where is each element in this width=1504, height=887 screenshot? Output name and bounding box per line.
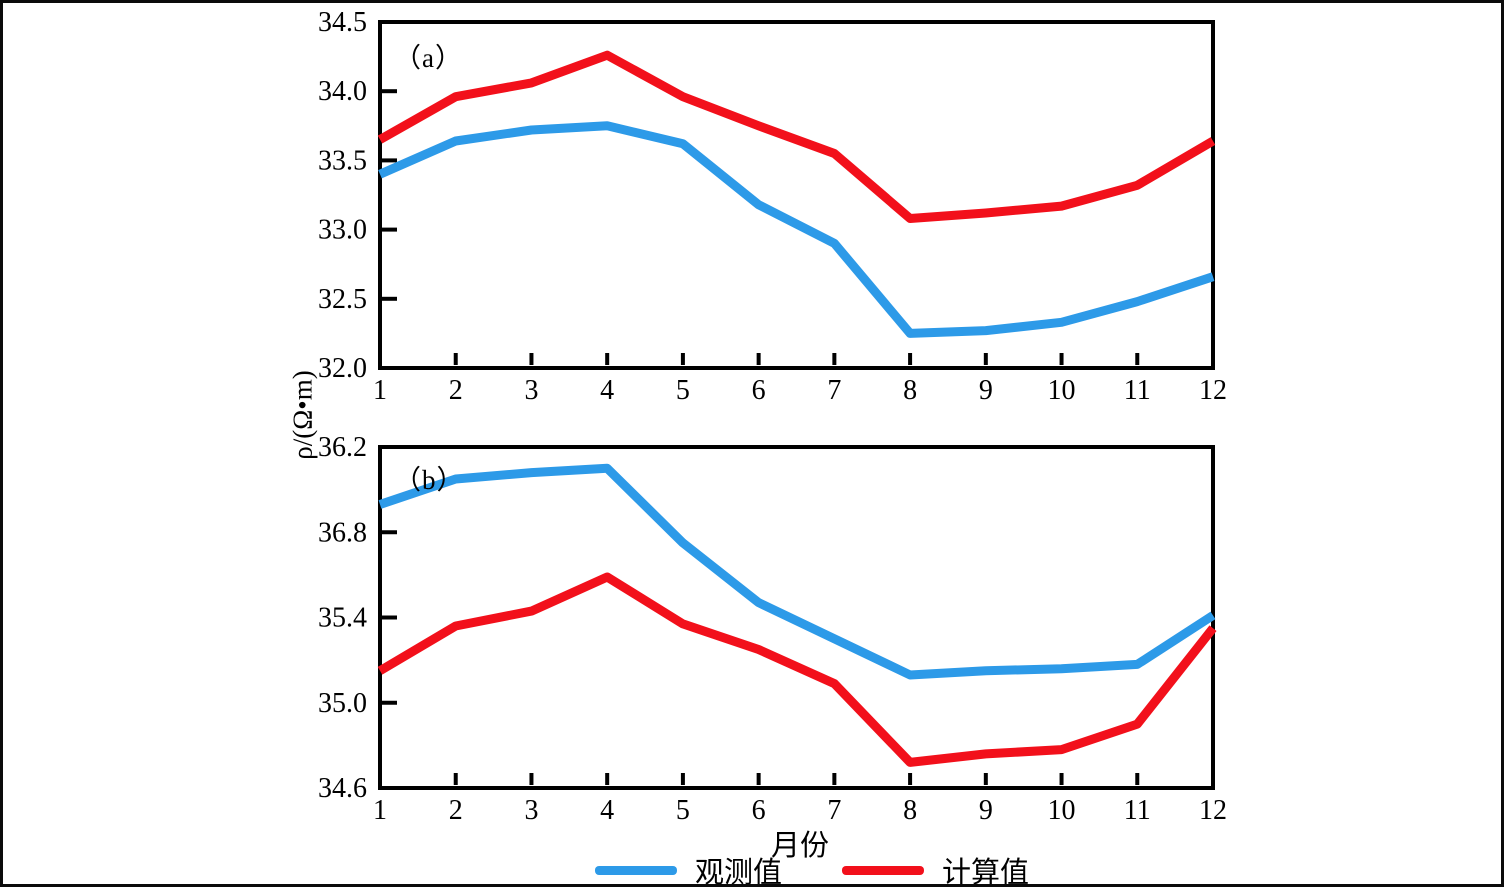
panel-a-x-tick-label: 5 <box>676 375 690 406</box>
panel-b-y-tick-label: 36.2 <box>318 432 367 463</box>
panel-b-x-tick-label: 11 <box>1124 795 1151 826</box>
panel-a-y-tick-label: 32.5 <box>318 284 367 315</box>
panel-b-x-tick-label: 5 <box>676 795 690 826</box>
panel-a-x-tick-label: 10 <box>1048 375 1076 406</box>
legend: 观测值 计算值 <box>594 849 1030 887</box>
observed-line-swatch <box>594 865 677 875</box>
panel-a-y-tick-label: 33.5 <box>318 145 367 176</box>
calculated-line-swatch <box>842 865 924 875</box>
panel-a-x-tick-label: 1 <box>373 375 387 406</box>
calculated-legend-label: 计算值 <box>942 857 1030 887</box>
panel-b-x-tick-label: 6 <box>752 795 766 826</box>
panel-b-x-tick-label: 1 <box>373 795 387 826</box>
panel-a-x-tick-label: 3 <box>524 375 538 406</box>
panel-a-x-tick-label: 9 <box>979 375 993 406</box>
panel-a-series-observed-line <box>378 121 1215 338</box>
x-axis-label: 月份 <box>770 830 830 862</box>
panel-a-y-tick-label: 34.0 <box>318 76 367 107</box>
panel-b-x-tick-label: 12 <box>1199 795 1227 826</box>
panel-b-x-tick-label: 4 <box>600 795 614 826</box>
panel-b-series-observed-line <box>378 463 1216 680</box>
panel-b-x-tick-label: 8 <box>903 795 917 826</box>
legend-item-observed: 观测值 <box>594 849 782 887</box>
panel-a-x-tick-label: 8 <box>903 375 917 406</box>
panel-b-x-tick-label: 3 <box>524 795 538 826</box>
panel-a-x-tick-label: 11 <box>1124 375 1151 406</box>
y-axis-label: ρ/(Ω•m) <box>287 370 318 460</box>
panel-a-series-calculated-line <box>377 50 1216 223</box>
panel-a-x-tick-label: 6 <box>752 375 766 406</box>
observed-legend-label: 观测值 <box>694 857 782 887</box>
panel-b-y-tick-label: 34.6 <box>318 773 367 804</box>
panel-a-y-tick-label: 33.0 <box>318 215 367 246</box>
panel-b-y-tick-label: 35.4 <box>318 603 367 634</box>
legend-item-calculated: 计算值 <box>842 849 1030 887</box>
panel-b-x-tick-label: 2 <box>449 795 463 826</box>
panel-b-y-tick-label: 35.0 <box>318 688 367 719</box>
panel-b-x-tick-label: 10 <box>1048 795 1076 826</box>
panel-a-y-tick-label: 32.0 <box>318 353 367 384</box>
panel-b-series-calculated-line <box>377 572 1217 767</box>
panel-a-x-tick-label: 4 <box>600 375 614 406</box>
panel-a-x-tick-label: 2 <box>449 375 463 406</box>
panel-b-x-tick-label: 7 <box>827 795 841 826</box>
panel-a-plot-box <box>378 20 1215 370</box>
panel-b-y-tick-label: 36.8 <box>318 517 367 548</box>
panel-a-y-tick-label: 34.5 <box>318 7 367 38</box>
panel-a-x-tick-label: 7 <box>827 375 841 406</box>
panel-a-label: （a） <box>394 43 463 73</box>
panel-b-x-tick-label: 9 <box>979 795 993 826</box>
panel-b-label: （b） <box>394 465 465 495</box>
panel-a-x-tick-label: 12 <box>1199 375 1227 406</box>
